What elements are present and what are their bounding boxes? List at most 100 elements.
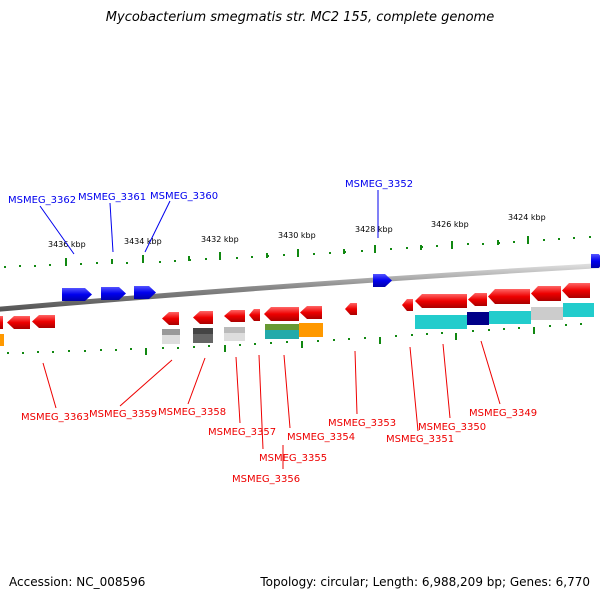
scale-tick-mid — [266, 253, 268, 258]
scale-tick-mid — [497, 240, 499, 245]
scale-tick — [96, 262, 98, 264]
reverse-gene-arrow — [531, 286, 561, 301]
reverse-leader-line — [235, 356, 241, 424]
reverse-leader-line — [258, 354, 264, 450]
scale-tick-major — [379, 337, 381, 344]
scale-tick — [518, 327, 520, 329]
scale-tick-major — [527, 236, 529, 244]
reverse-leader-line — [187, 357, 206, 405]
forward-gene-label: MSMEG_3361 — [78, 192, 146, 203]
scale-tick-major — [145, 348, 147, 355]
scale-tick — [565, 324, 567, 326]
reverse-leader-line — [42, 362, 57, 409]
scale-tick — [333, 339, 335, 341]
scale-tick — [7, 352, 9, 354]
scale-tick — [22, 352, 24, 354]
scale-tick — [270, 342, 272, 344]
reverse-gene-arrow — [32, 315, 55, 328]
reverse-gene-label: MSMEG_3353 — [328, 418, 396, 429]
scale-tick — [286, 341, 288, 343]
scale-label: 3432 kbp — [201, 235, 239, 244]
scale-tick — [283, 254, 285, 256]
scale-tick — [193, 346, 195, 348]
scale-tick — [236, 257, 238, 259]
scale-tick — [19, 265, 21, 267]
scale-tick — [580, 323, 582, 325]
reverse-gene-label: MSMEG_3349 — [469, 408, 537, 419]
gene-feature-block — [489, 311, 531, 324]
scale-label: 3430 kbp — [278, 231, 316, 240]
reverse-leader-line — [409, 346, 419, 432]
reverse-gene-arrow — [193, 311, 213, 324]
scale-tick-major — [533, 327, 535, 334]
scale-tick — [472, 330, 474, 332]
scale-tick — [254, 343, 256, 345]
scale-tick-mid — [188, 256, 190, 261]
reverse-gene-label: MSMEG_3363 — [21, 412, 89, 423]
gene-feature-block — [162, 329, 180, 335]
reverse-gene-arrow — [488, 289, 530, 304]
reverse-leader-line — [354, 350, 358, 415]
scale-tick — [573, 237, 575, 239]
scale-tick — [361, 250, 363, 252]
scale-tick — [49, 264, 51, 266]
forward-gene-arrow — [134, 286, 156, 299]
genome-backbone — [0, 263, 600, 312]
scale-tick-major — [219, 252, 221, 260]
scale-tick — [239, 344, 241, 346]
accession-text: Accession: NC_008596 — [9, 575, 146, 589]
reverse-gene-arrow — [224, 310, 245, 322]
scale-tick — [130, 348, 132, 350]
gene-feature-block — [415, 315, 467, 329]
scale-label: 3434 kbp — [124, 237, 162, 246]
gene-feature-block — [224, 327, 245, 333]
gene-feature-block — [224, 333, 245, 341]
gene-feature-block — [467, 312, 489, 325]
scale-tick — [159, 261, 161, 263]
scale-tick-mid — [111, 259, 113, 264]
scale-tick — [467, 243, 469, 245]
scale-tick — [115, 349, 117, 351]
gene-feature-block — [162, 335, 180, 344]
scale-tick-major — [451, 241, 453, 249]
scale-tick-major — [65, 258, 67, 266]
forward-gene-arrow — [62, 288, 92, 301]
scale-tick — [549, 325, 551, 327]
scale-tick — [100, 349, 102, 351]
forward-leader-line — [39, 205, 75, 255]
reverse-gene-arrow — [162, 312, 179, 325]
forward-gene-arrow — [373, 274, 392, 287]
scale-tick — [482, 243, 484, 245]
forward-leader-line — [109, 202, 114, 253]
reverse-gene-arrow — [402, 299, 413, 311]
reverse-gene-arrow — [264, 307, 299, 321]
scale-tick — [162, 347, 164, 349]
forward-gene-arrow — [101, 287, 126, 300]
gene-feature-block — [193, 328, 213, 334]
reverse-gene-label: MSMEG_3355 — [259, 453, 327, 464]
scale-tick — [126, 262, 128, 264]
reverse-gene-label: MSMEG_3359 — [89, 409, 157, 420]
scale-tick-major — [224, 345, 226, 352]
scale-label: 3424 kbp — [508, 213, 546, 222]
gene-feature-block — [563, 303, 594, 317]
scale-tick — [317, 340, 319, 342]
reverse-gene-arrow — [249, 309, 260, 321]
scale-tick-mid — [343, 249, 345, 254]
forward-gene-label: MSMEG_3362 — [8, 195, 76, 206]
gene-feature-block — [299, 323, 323, 337]
scale-tick — [174, 260, 176, 262]
scale-tick-major — [374, 245, 376, 253]
scale-tick — [177, 347, 179, 349]
scale-tick — [411, 334, 413, 336]
scale-tick — [208, 345, 210, 347]
scale-tick — [205, 258, 207, 260]
reverse-gene-label: MSMEG_3358 — [158, 407, 226, 418]
forward-leader-line — [144, 200, 171, 253]
reverse-gene-label: MSMEG_3357 — [208, 427, 276, 438]
reverse-leader-line — [442, 343, 451, 419]
scale-tick — [558, 238, 560, 240]
forward-gene-label: MSMEG_3352 — [345, 179, 413, 190]
reverse-gene-arrow — [562, 283, 590, 298]
